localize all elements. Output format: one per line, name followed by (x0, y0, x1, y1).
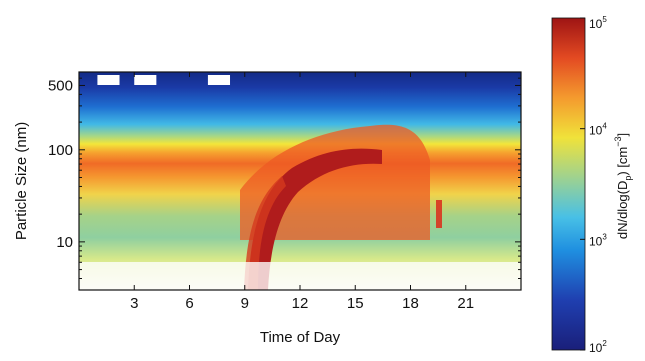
data-gap-1 (134, 75, 157, 85)
y-axis: 10 100 500 (48, 71, 521, 291)
y-tick-label: 100 (48, 142, 73, 159)
heatmap-plot-area (79, 72, 521, 290)
y-tick-label: 500 (48, 77, 73, 94)
data-gaps (97, 75, 231, 85)
colorbar-tick-label: 104 (589, 122, 607, 138)
y-axis-label: Particle Size (nm) (13, 122, 30, 240)
colorbar-ticks: 102 103 104 105 (580, 15, 607, 355)
x-tick-label: 18 (402, 295, 419, 312)
evening-event-region (436, 200, 442, 228)
colorbar-tick-label: 105 (589, 15, 607, 31)
x-axis: 3 6 9 12 15 18 21 (130, 72, 474, 312)
colorbar-tick-label: 103 (589, 232, 607, 248)
x-tick-label: 21 (457, 295, 474, 312)
colorbar-label: dN/dlog(Dp) [cm−3] (613, 133, 633, 239)
x-tick-label: 12 (292, 295, 309, 312)
colorbar-tick-label: 102 (589, 339, 607, 355)
x-tick-label: 3 (130, 295, 138, 312)
data-gap-0 (97, 75, 120, 85)
data-gap-2 (207, 75, 231, 85)
nucleation-onset-region (244, 176, 286, 290)
x-tick-label: 6 (185, 295, 193, 312)
colorbar (551, 17, 586, 351)
x-axis-label: Time of Day (260, 329, 341, 346)
x-tick-label: 9 (241, 295, 249, 312)
x-tick-label: 15 (347, 295, 364, 312)
growth-mode-region (240, 124, 430, 240)
y-tick-label: 10 (56, 234, 73, 251)
